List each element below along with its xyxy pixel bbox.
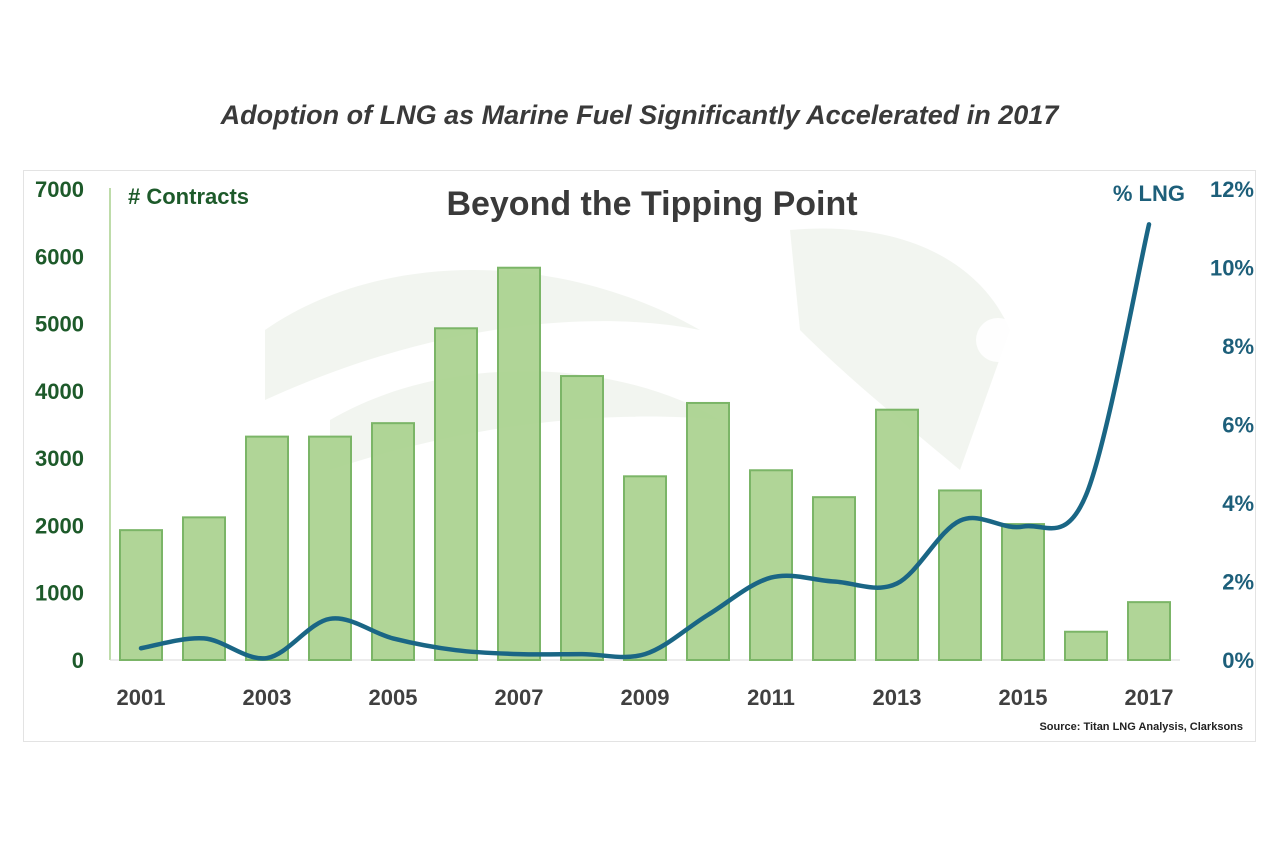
left-tick-label: 0 [72, 648, 84, 673]
left-ticks-group: 0 1000 2000 3000 4000 5000 6000 7000 [35, 177, 84, 673]
bar-2017 [1127, 601, 1171, 661]
bars-group [119, 266, 1171, 662]
right-tick-label: 2% [1222, 570, 1254, 595]
right-tick-label: 8% [1222, 334, 1254, 359]
bar-2008 [560, 375, 604, 661]
left-tick-label: 3000 [35, 446, 84, 471]
x-tick-label: 2015 [999, 685, 1048, 710]
left-axis-label: # Contracts [128, 184, 249, 209]
x-tick-label: 2001 [117, 685, 166, 710]
x-tick-label: 2005 [369, 685, 418, 710]
left-tick-label: 1000 [35, 581, 84, 606]
x-ticks-group: 2001 2003 2005 2007 2009 2011 2013 2015 2017 [117, 685, 1174, 710]
right-axis-label: % LNG [1113, 181, 1185, 206]
bar-2009 [623, 475, 667, 661]
bar-2013 [875, 408, 919, 661]
bar-2005 [371, 422, 415, 662]
left-tick-label: 2000 [35, 513, 84, 538]
x-tick-label: 2007 [495, 685, 544, 710]
bar-2011 [749, 469, 793, 661]
right-ticks-group: 0% 2% 4% 6% 8% 10% 12% [1210, 177, 1254, 673]
lng-share-line [138, 222, 1152, 661]
right-tick-label: 12% [1210, 177, 1254, 202]
page-title: Adoption of LNG as Marine Fuel Significa… [220, 100, 1059, 130]
right-tick-label: 4% [1222, 491, 1254, 516]
left-tick-label: 6000 [35, 244, 84, 269]
source-note: Source: Titan LNG Analysis, Clarksons [1039, 721, 1243, 733]
bar-2016 [1064, 630, 1108, 661]
line-series-group [138, 222, 1152, 661]
bar-2007 [497, 266, 541, 661]
bar-2006 [434, 327, 478, 661]
bar-2015 [1001, 523, 1045, 662]
x-tick-label: 2013 [873, 685, 922, 710]
x-tick-label: 2009 [621, 685, 670, 710]
chart-title: Beyond the Tipping Point [446, 185, 857, 223]
left-tick-label: 7000 [35, 177, 84, 202]
left-tick-label: 4000 [35, 379, 84, 404]
right-tick-label: 0% [1222, 648, 1254, 673]
left-tick-label: 5000 [35, 312, 84, 337]
right-tick-label: 10% [1210, 256, 1254, 281]
x-tick-label: 2011 [747, 685, 795, 710]
bar-2001 [119, 529, 163, 661]
x-tick-label: 2003 [243, 685, 292, 710]
x-tick-label: 2017 [1125, 685, 1174, 710]
right-tick-label: 6% [1222, 413, 1254, 438]
bar-2003 [245, 435, 289, 661]
chart-frame [23, 170, 1256, 742]
bar-2010 [686, 401, 730, 661]
